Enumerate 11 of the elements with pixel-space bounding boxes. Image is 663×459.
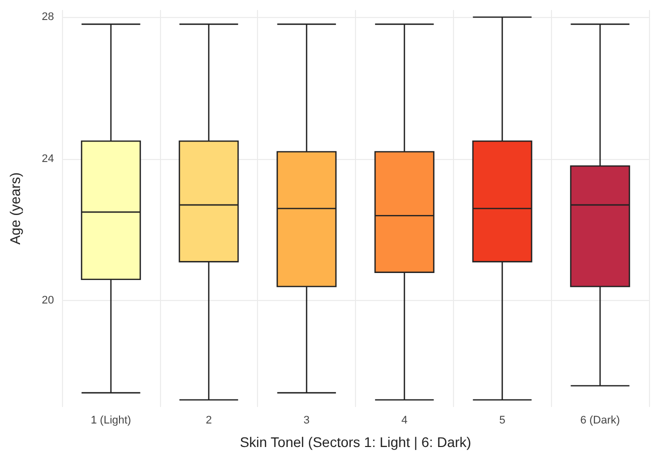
y-tick-label: 28 [42, 11, 54, 24]
x-tick-label: 4 [401, 414, 408, 426]
y-axis-title: Age (years) [7, 172, 23, 245]
x-tick-label: 2 [206, 414, 212, 426]
y-tick-label: 20 [42, 294, 54, 307]
x-tick-label: 3 [304, 414, 310, 426]
x-axis-title: Skin Tonel (Sectors 1: Light | 6: Dark) [240, 434, 472, 450]
x-tick-label: 6 (Dark) [580, 414, 620, 426]
x-tick-label: 5 [499, 414, 506, 426]
x-tick-label: 1 (Light) [90, 414, 132, 426]
y-tick-label: 24 [42, 152, 54, 165]
